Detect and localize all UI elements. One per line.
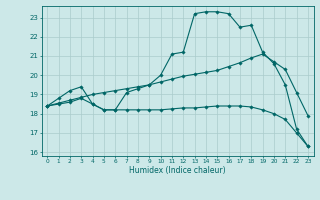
X-axis label: Humidex (Indice chaleur): Humidex (Indice chaleur) — [129, 166, 226, 175]
